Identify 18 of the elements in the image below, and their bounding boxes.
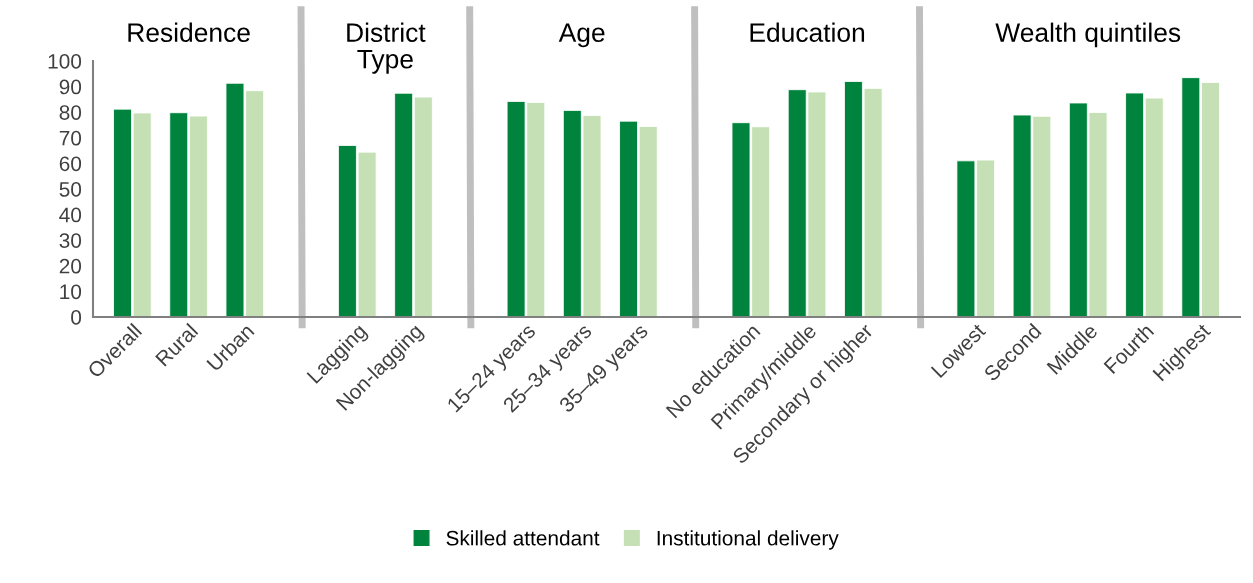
y-tick-label: 70 — [59, 130, 82, 146]
y-tick-label: 100 — [48, 54, 82, 69]
y-tick-label: 30 — [59, 233, 82, 248]
text: Wealth quintiles — [995, 22, 1181, 48]
y-tick-label: 0 — [71, 310, 82, 325]
y-tick-label: 80 — [59, 105, 82, 120]
text: Age — [558, 23, 605, 48]
y-tick-label: 90 — [59, 79, 82, 95]
y-tick-label: 60 — [59, 156, 82, 172]
text: Education — [750, 22, 865, 42]
y-tick-label: 20 — [59, 258, 82, 274]
y-tick-label: 10 — [60, 284, 82, 300]
annotation: District Type — [347, 22, 426, 74]
y-tick-label: 50 — [59, 182, 82, 197]
y-tick-label: 40 — [59, 207, 82, 223]
text: Residence — [128, 22, 250, 42]
legend-label: Institutional delivery — [657, 530, 839, 550]
legend-label: Skilled attendant — [446, 530, 600, 546]
